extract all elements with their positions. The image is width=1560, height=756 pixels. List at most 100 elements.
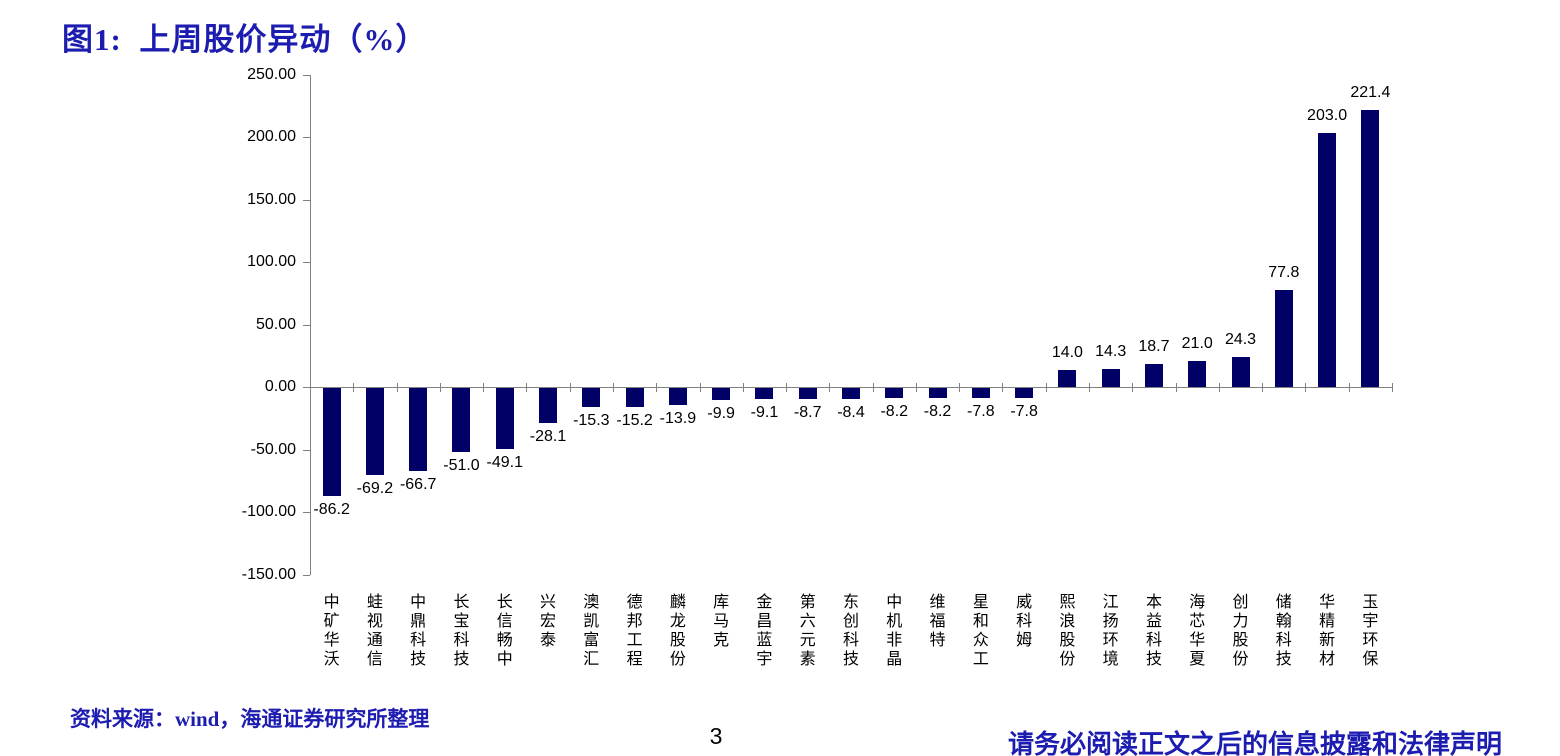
category-label: 麟 龙 股 份 [669,594,686,668]
y-tick-mark [303,262,310,263]
bar [539,388,558,424]
bar-value-label: 18.7 [1138,337,1170,355]
category-label: 创 力 股 份 [1232,594,1249,668]
y-tick-mark [303,324,310,326]
bar [409,388,428,472]
x-axis-line [310,387,1392,388]
bar [495,388,514,450]
x-tick-mark [353,383,355,392]
bar-value-label: -13.9 [659,410,697,428]
bar [755,388,774,400]
category-label: 储 翰 科 技 [1275,594,1292,668]
category-label: 海 芯 华 夏 [1189,594,1206,668]
y-axis-line [310,75,311,575]
bar [625,388,644,407]
bar [1015,388,1034,398]
x-tick-mark [1045,383,1047,392]
x-tick-mark [699,383,701,392]
category-label: 中 机 非 晶 [886,594,903,668]
x-tick-mark [569,383,571,392]
x-tick-mark [915,383,917,392]
category-label: 库 马 克 [713,594,730,649]
x-tick-mark [526,383,528,392]
bar [1101,369,1120,387]
bar [842,388,860,399]
bar [1361,110,1380,387]
y-tick-mark [303,137,310,138]
category-label: 中 鼎 科 技 [410,594,427,668]
bar [582,388,601,408]
category-label: 第 六 元 素 [799,594,816,668]
x-tick-mark [1305,383,1307,392]
category-label: 兴 宏 泰 [540,594,557,649]
bar-value-label: -7.8 [1010,402,1038,420]
bar-value-label: -9.9 [707,405,735,423]
bar [1274,289,1293,387]
x-tick-mark [656,383,658,392]
bar-value-label: -86.2 [313,500,350,518]
bar [1188,360,1207,387]
category-label: 江 扬 环 境 [1102,594,1119,668]
x-tick-mark [483,383,485,392]
x-tick-mark [439,383,441,392]
category-label: 威 科 姆 [1016,594,1033,649]
bar [322,388,341,496]
bar [798,388,817,399]
bar-value-label: -8.4 [837,403,865,421]
category-label: 华 精 新 材 [1319,594,1336,668]
page-number: 3 [709,723,723,749]
bar-value-label: -51.0 [443,456,480,474]
bar [712,388,731,401]
bar-value-label: -15.2 [616,412,653,429]
category-label: 长 宝 科 技 [453,594,470,668]
x-tick-mark [1132,383,1134,392]
category-label: 星 和 众 工 [972,594,989,668]
category-label: 维 福 特 [929,594,946,649]
category-label: 金 昌 蓝 宇 [756,594,773,668]
y-tick-mark [303,199,310,201]
x-tick-mark [959,383,961,392]
x-tick-mark [829,383,831,392]
bar-value-label: -8.7 [793,403,822,421]
y-tick-mark [303,512,310,513]
y-tick-label: -100.00 [241,503,296,520]
x-tick-mark [396,383,398,392]
bar-value-label: -15.3 [573,412,610,430]
bar [885,388,904,399]
bar [928,388,947,399]
x-tick-mark [1218,383,1220,392]
bar-value-label: 203.0 [1307,107,1348,125]
category-label: 德 邦 工 程 [626,594,643,668]
y-tick-label: 50.00 [255,315,296,333]
disclaimer-note: 请务必阅读正文之后的信息披露和法律声明 [1007,730,1502,756]
x-tick-mark [1392,383,1393,392]
category-label: 本 益 科 技 [1145,594,1162,668]
category-label: 东 创 科 技 [842,594,859,668]
y-tick-label: -50.00 [250,440,296,458]
y-tick-label: 0.00 [264,378,296,395]
bar-value-label: 221.4 [1350,84,1391,102]
x-tick-mark [1002,383,1004,392]
x-tick-mark [786,383,788,392]
bar-value-label: 77.8 [1268,263,1300,281]
category-label: 熙 浪 股 份 [1059,594,1076,668]
x-tick-mark [872,383,874,392]
x-tick-mark [1262,383,1264,392]
bar [1318,133,1337,387]
bar-value-label: -7.8 [967,402,995,420]
y-tick-mark [303,574,310,576]
x-tick-mark [310,383,311,392]
y-tick-label: 100.00 [247,253,296,270]
category-label: 玉 宇 环 保 [1362,594,1379,668]
y-tick-label: 150.00 [247,190,296,208]
y-tick-label: 250.00 [247,65,296,83]
category-label: 长 信 畅 中 [496,594,513,668]
x-tick-mark [1348,383,1350,392]
bar [1058,369,1077,387]
category-label: 蛙 视 通 信 [366,594,383,668]
y-tick-mark [303,449,310,451]
bar [1144,363,1163,387]
bar-value-label: 14.0 [1051,343,1083,361]
